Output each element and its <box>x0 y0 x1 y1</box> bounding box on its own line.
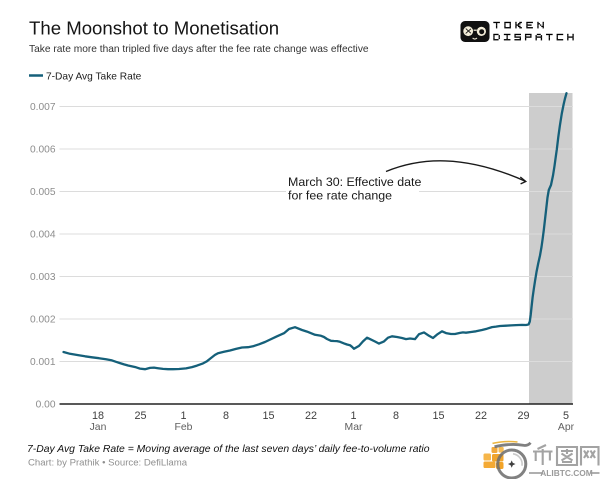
svg-text:0.005: 0.005 <box>30 187 56 198</box>
svg-text:March 30: Effective date: March 30: Effective date <box>288 175 421 189</box>
svg-text:15: 15 <box>262 410 274 422</box>
svg-text:0.004: 0.004 <box>30 230 56 241</box>
svg-text:0.00: 0.00 <box>36 400 56 411</box>
svg-text:18: 18 <box>92 410 104 422</box>
svg-text:0.003: 0.003 <box>30 272 56 283</box>
svg-text:Jan: Jan <box>90 422 107 433</box>
svg-text:The Moonshot to Monetisation: The Moonshot to Monetisation <box>29 17 279 38</box>
svg-text:ALIBTC.COM: ALIBTC.COM <box>540 468 593 478</box>
svg-text:25: 25 <box>134 410 146 422</box>
svg-text:15: 15 <box>432 410 444 422</box>
svg-text:0.007: 0.007 <box>30 102 56 113</box>
svg-text:Take rate more than tripled fi: Take rate more than tripled five days af… <box>29 44 369 55</box>
svg-text:7-Day Avg Take Rate = Moving a: 7-Day Avg Take Rate = Moving average of … <box>27 444 430 455</box>
svg-text:Feb: Feb <box>175 422 193 433</box>
svg-text:22: 22 <box>475 410 487 422</box>
svg-text:8: 8 <box>393 410 399 422</box>
svg-text:7-Day Avg Take Rate: 7-Day Avg Take Rate <box>46 71 142 82</box>
svg-text:1: 1 <box>180 410 186 422</box>
svg-text:29: 29 <box>517 410 529 422</box>
svg-text:22: 22 <box>305 410 317 422</box>
svg-text:Chart: by Prathik • Source: De: Chart: by Prathik • Source: DefiLlama <box>28 457 188 468</box>
svg-text:0.001: 0.001 <box>30 357 56 368</box>
svg-text:0.002: 0.002 <box>30 315 56 326</box>
svg-text:0.006: 0.006 <box>30 145 56 156</box>
svg-text:for fee rate change: for fee rate change <box>288 188 392 202</box>
svg-text:5: 5 <box>563 410 569 422</box>
svg-text:Apr: Apr <box>558 422 575 433</box>
svg-text:8: 8 <box>223 410 229 422</box>
svg-text:Mar: Mar <box>345 422 363 433</box>
svg-text:1: 1 <box>350 410 356 422</box>
